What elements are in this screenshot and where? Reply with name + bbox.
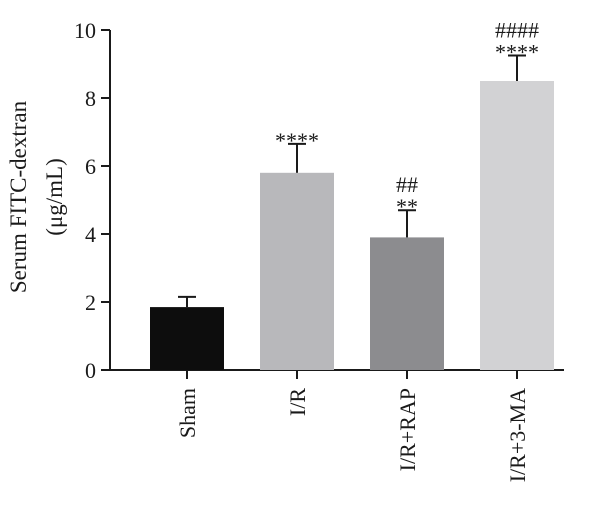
y-tick-label: 0 — [85, 358, 96, 383]
significance-annotation: #### — [495, 18, 539, 43]
significance-annotation: ** — [396, 194, 418, 219]
significance-annotation: ## — [396, 172, 418, 197]
x-tick-label-I/R+3-MA: I/R+3-MA — [505, 388, 530, 482]
bar-I/R — [260, 172, 334, 370]
x-tick-label-Sham: Sham — [175, 388, 200, 438]
y-axis-label: Serum FITC-dextran — [6, 100, 31, 293]
y-tick-label: 2 — [85, 290, 96, 315]
significance-annotation: **** — [275, 128, 319, 153]
x-tick-label-I/R+RAP: I/R+RAP — [395, 388, 420, 471]
y-tick-label: 10 — [74, 18, 96, 43]
plot-area: 0 2 4 6 8 10 Sham I/R **** I/R+RAP ##** I/R+3-MA ###… — [74, 18, 564, 482]
y-tick-label: 6 — [85, 154, 96, 179]
bar-I/R+RAP — [370, 237, 444, 370]
y-axis-unit-label: (μg/mL) — [42, 158, 67, 235]
x-tick-label-I/R: I/R — [285, 388, 310, 416]
y-axis-title: Serum FITC-dextran — [6, 100, 31, 293]
bar-Sham — [150, 307, 224, 370]
y-tick-label: 4 — [85, 222, 96, 247]
significance-annotation: **** — [495, 40, 539, 65]
bar-I/R+3-MA — [480, 81, 554, 370]
y-tick-label: 8 — [85, 86, 96, 111]
y-axis-unit: (μg/mL) — [42, 158, 67, 235]
